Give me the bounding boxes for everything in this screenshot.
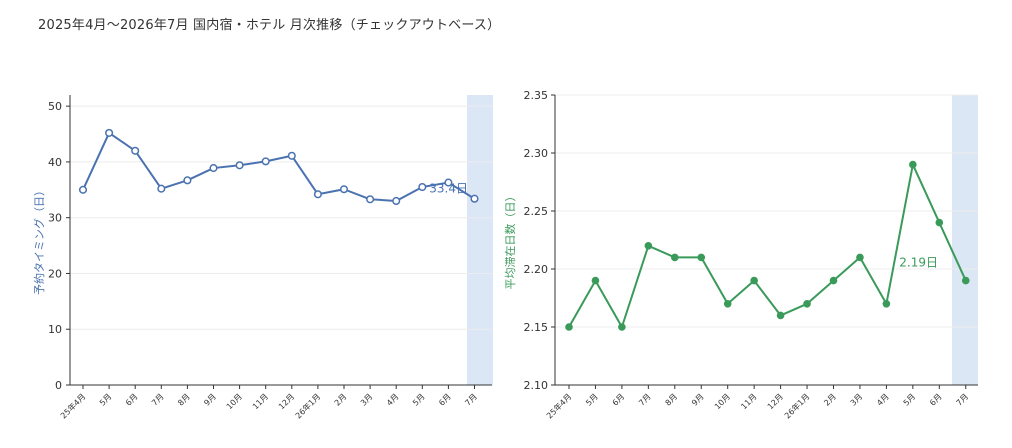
data-point <box>671 253 679 262</box>
x-tick-label: 2月 <box>822 392 838 408</box>
data-point <box>235 161 244 170</box>
data-point <box>157 184 166 193</box>
y-tick-label: 2.25 <box>524 205 549 218</box>
data-point <box>961 276 970 285</box>
data-point <box>444 178 453 187</box>
data-point <box>909 160 917 169</box>
x-tick-label: 12月 <box>766 392 785 411</box>
x-tick-label: 5月 <box>902 392 918 408</box>
x-tick-label: 7月 <box>955 392 971 408</box>
x-tick-label: 4月 <box>875 392 891 408</box>
data-point <box>183 176 192 185</box>
data-point <box>339 185 349 194</box>
x-tick-label: 9月 <box>690 392 706 408</box>
data-point <box>935 218 944 227</box>
y-tick-label: 2.20 <box>524 263 549 276</box>
data-point <box>750 276 758 285</box>
y-tick-label: 2.10 <box>524 379 549 392</box>
x-tick-label: 25年4月 <box>544 391 573 420</box>
y-axis-label: 予約タイミング（日） <box>32 185 46 295</box>
data-point <box>105 128 114 137</box>
data-point <box>697 253 706 262</box>
y-tick-label: 0 <box>55 379 62 392</box>
series-line <box>82 131 476 202</box>
data-point <box>618 323 626 331</box>
page-title: 2025年4月～2026年7月 国内宿・ホテル 月次推移（チェックアウトベース） <box>38 18 501 33</box>
data-point <box>209 164 218 173</box>
y-tick-label: 2.35 <box>524 89 549 102</box>
last-value-label: 33.4日 <box>429 182 468 196</box>
data-point <box>287 151 296 160</box>
data-point <box>882 300 891 308</box>
y-axis-label: 平均滞在日数（日） <box>504 191 517 290</box>
series-line <box>568 163 967 328</box>
data-point <box>803 300 811 308</box>
data-point <box>565 323 573 331</box>
data-point <box>470 194 479 203</box>
highlight-band <box>952 95 978 385</box>
data-point <box>723 300 732 308</box>
y-tick-label: 40 <box>48 156 62 169</box>
x-tick-label: 10月 <box>713 392 732 411</box>
data-point <box>261 157 270 166</box>
x-tick-label: 8月 <box>664 392 680 408</box>
y-tick-label: 2.15 <box>524 321 549 334</box>
data-point <box>313 190 322 199</box>
last-value-label: 2.19日 <box>899 256 938 270</box>
data-point <box>591 276 600 285</box>
data-point <box>131 146 140 155</box>
data-point <box>78 185 88 194</box>
data-point <box>644 242 653 250</box>
data-point <box>856 253 864 262</box>
y-tick-label: 2.30 <box>524 147 549 160</box>
x-tick-label: 5月 <box>584 392 600 408</box>
x-tick-label: 26年1月 <box>782 391 811 420</box>
y-tick-label: 10 <box>48 323 62 336</box>
data-point <box>418 182 427 192</box>
x-tick-label: 3月 <box>849 392 865 408</box>
highlight-band <box>467 95 493 385</box>
data-point <box>366 195 375 204</box>
data-point <box>829 276 838 285</box>
y-tick-label: 50 <box>48 100 62 113</box>
x-tick-label: 11月 <box>739 392 758 411</box>
y-tick-label: 20 <box>48 267 62 280</box>
y-tick-label: 30 <box>48 212 62 225</box>
x-tick-label: 6月 <box>928 392 944 408</box>
data-point <box>776 311 785 320</box>
data-point <box>392 196 401 206</box>
x-tick-label: 6月 <box>611 392 627 408</box>
x-tick-label: 7月 <box>637 392 653 408</box>
